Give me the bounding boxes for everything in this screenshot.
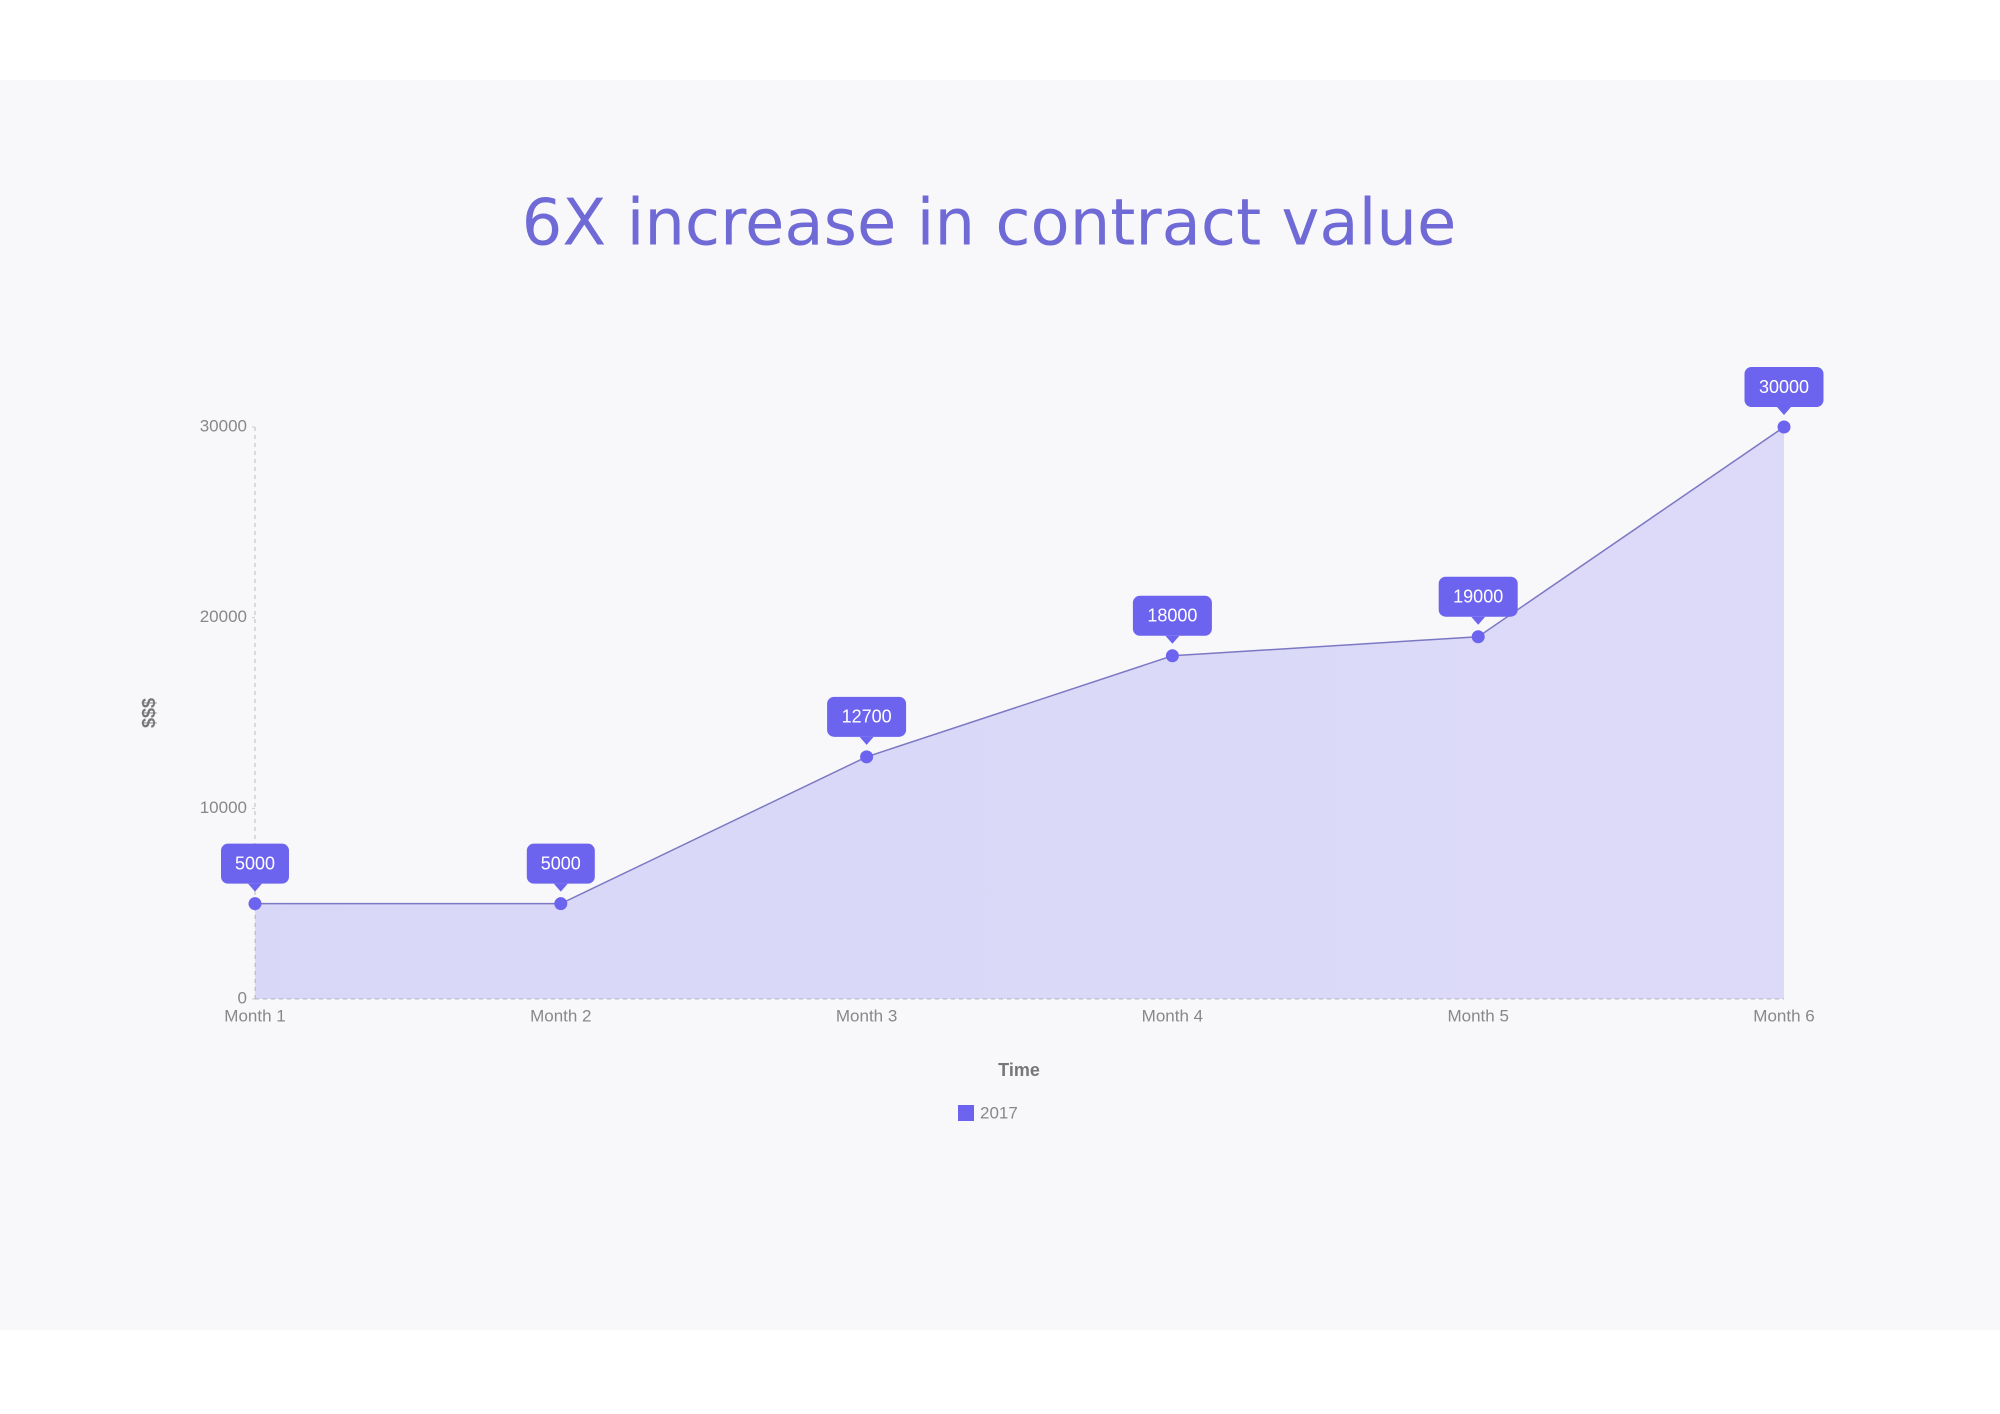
x-tick-label: Month 2	[530, 1006, 591, 1025]
legend-label: 2017	[980, 1103, 1018, 1122]
y-tick-label: 10000	[200, 798, 247, 817]
value-label-pointer	[1777, 407, 1791, 415]
y-axis-label: $$$	[139, 698, 159, 728]
x-tick-label: Month 3	[836, 1006, 897, 1025]
point	[860, 750, 874, 764]
point	[248, 897, 262, 911]
value-label-pointer	[859, 736, 874, 745]
value-label-box	[827, 696, 907, 737]
value-label-pointer	[248, 883, 262, 892]
point	[1165, 649, 1179, 663]
line	[255, 426, 1785, 905]
x-tick-label: Month 5	[1447, 1006, 1508, 1025]
x-tick-label: Month 4	[1142, 1006, 1203, 1025]
y-tick-label: 30000	[200, 416, 247, 435]
legend-swatch	[958, 1105, 974, 1121]
value-label: 12700	[842, 707, 892, 727]
value-label-box	[1438, 576, 1518, 617]
value-label-pointer	[553, 883, 568, 892]
y-tick-label: 20000	[200, 607, 247, 626]
point	[1777, 420, 1791, 434]
point	[1471, 630, 1485, 644]
value-label-box	[221, 843, 289, 884]
value-label-box	[526, 843, 595, 884]
point	[554, 897, 568, 911]
value-label-box	[1132, 595, 1212, 636]
y-tick-label: 0	[238, 988, 247, 1007]
value-label: 5000	[235, 853, 275, 873]
area	[255, 427, 1784, 999]
x-axis-label: Time	[998, 1060, 1040, 1080]
value-label-pointer	[1471, 616, 1486, 625]
value-label: 19000	[1453, 586, 1503, 606]
chart-title: 6X increase in contract value	[522, 187, 1457, 261]
value-label-pointer	[1165, 635, 1180, 644]
value-label: 30000	[1759, 377, 1809, 397]
value-label: 18000	[1147, 606, 1197, 626]
value-label: 5000	[541, 853, 581, 873]
x-tick-label: Month 6	[1753, 1006, 1814, 1025]
x-tick-label: Month 1	[224, 1006, 285, 1025]
value-label-box	[1744, 367, 1824, 407]
